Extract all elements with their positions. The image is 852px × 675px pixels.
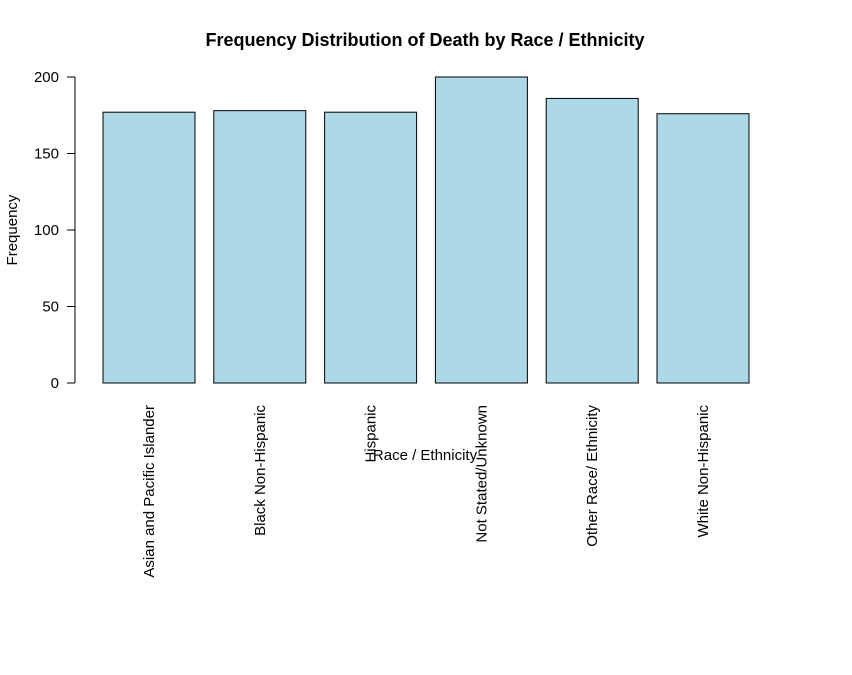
y-tick-label: 50	[42, 299, 59, 316]
bar	[213, 110, 307, 384]
bar	[324, 111, 418, 384]
y-tick-label: 200	[34, 69, 59, 86]
bar	[102, 111, 196, 384]
y-tick-label: 0	[51, 375, 59, 392]
bars	[102, 76, 750, 384]
y-axis: 0 50 100 150 200	[34, 69, 76, 392]
x-category-label: Other Race/ Ethnicity	[584, 405, 601, 547]
x-category-label: Asian and Pacific Islander	[141, 405, 158, 578]
x-category-label: Black Non-Hispanic	[252, 405, 269, 536]
bar	[434, 76, 528, 384]
chart-title: Frequency Distribution of Death by Race …	[205, 30, 644, 50]
x-category-label: Not Stated/Unknown	[473, 405, 490, 543]
y-axis-label: Frequency	[4, 194, 21, 265]
y-tick-label: 150	[34, 146, 59, 163]
bar	[545, 97, 639, 384]
category-labels: Asian and Pacific Islander Black Non-Hisp…	[141, 405, 712, 578]
x-axis-label: Race / Ethnicity	[373, 447, 478, 464]
x-category-label: Hispanic	[363, 405, 380, 463]
y-tick-label: 100	[34, 222, 59, 239]
x-category-label: White Non-Hispanic	[695, 405, 712, 538]
bar	[656, 113, 750, 384]
